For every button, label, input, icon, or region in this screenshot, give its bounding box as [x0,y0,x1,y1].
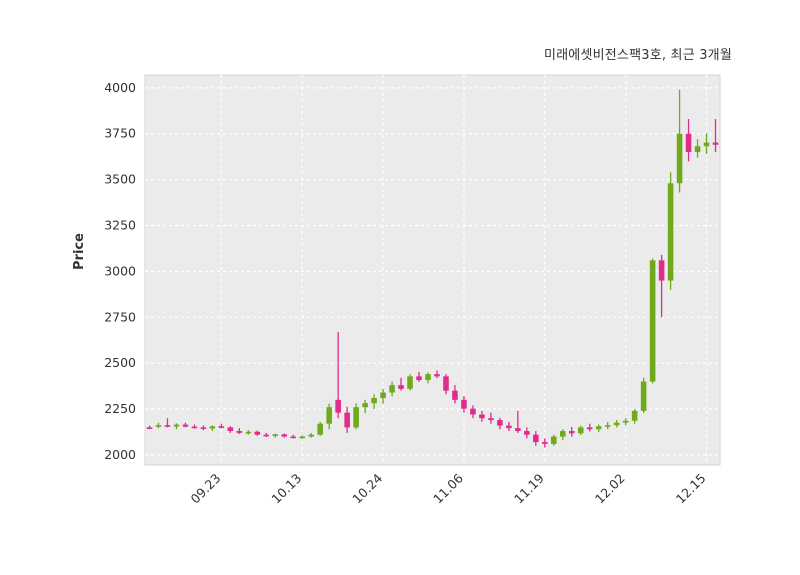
candle-body [434,374,440,377]
candle-body [488,418,494,421]
candle-body [622,420,629,423]
candle-body [640,381,647,411]
candle-body [146,427,153,429]
candle-body [272,434,279,436]
candle-body [703,142,710,147]
x-tick-label: 12.15 [673,471,709,507]
x-tick-label: 11.06 [430,470,466,506]
y-tick-label: 2000 [104,447,136,462]
candle-body [353,407,359,428]
candle-body [676,133,683,184]
candle-body [398,385,404,389]
candle-body [173,424,180,427]
y-tick-label: 2500 [104,355,136,370]
y-tick-label: 3500 [104,172,136,187]
candle-body [416,376,422,381]
y-tick-label: 4000 [104,80,136,95]
candle-body [371,398,377,404]
candle-body [631,410,638,421]
candle-body [533,434,539,443]
candle-body [317,423,323,435]
x-tick-label: 09.23 [188,471,224,507]
candle-body [425,374,431,381]
candle-body [362,403,368,408]
candle-body [542,442,548,444]
candle-body [245,431,252,434]
chart-title: 미래에셋비전스팩3호, 최근 3개월 [543,48,732,63]
candle-body [497,420,503,426]
candle-body [299,436,306,439]
candle-body [218,426,225,428]
candle-body [649,260,656,382]
candle-body [479,414,485,419]
candle-body [389,385,395,393]
y-tick-label: 2250 [104,401,136,416]
candle-body [281,434,288,437]
candle-body [667,183,674,281]
y-tick-label: 3250 [104,217,136,232]
candle-body [200,427,207,429]
candle-body [254,431,261,435]
candle-body [712,142,719,145]
candle-body [595,426,602,430]
candle-body [506,425,512,429]
y-tick-label: 3000 [104,263,136,278]
candle-body [290,436,297,439]
x-tick-label: 10.24 [349,470,385,506]
candle-body [443,376,449,391]
candle-body [694,146,701,153]
candle-body [559,431,566,437]
candle-body [344,412,350,428]
candle-body [164,425,171,427]
x-tick-label: 11.19 [511,470,547,506]
candle-body [586,427,593,430]
candle-body [380,392,386,399]
candle-body [577,427,584,434]
candle-body [452,390,458,400]
candle-body [551,436,557,444]
candle-body [182,424,189,427]
candle-body [335,399,341,413]
candle-body [568,431,575,434]
candle-body [407,376,413,389]
candle-body [155,425,162,427]
plot-area [144,74,721,466]
candle-body [191,426,198,429]
candle-body [613,422,620,426]
candle-body [227,427,234,432]
candle-body [263,434,270,437]
y-tick-label: 3750 [104,126,136,141]
candle-body [604,425,611,427]
candle-body [209,426,216,429]
candle-body [470,408,476,415]
candle-body [326,407,332,424]
candle-body [515,428,521,432]
y-tick-label: 2750 [104,309,136,324]
y-axis-label: Price [72,233,87,270]
x-tick-label: 12.02 [592,471,628,507]
candle-body [236,431,243,433]
candle-body [658,260,665,281]
candle-body [685,133,692,153]
candle-body [524,431,530,435]
candle-body [308,434,314,437]
x-tick-label: 10.13 [268,471,304,507]
candle-body [461,399,467,409]
